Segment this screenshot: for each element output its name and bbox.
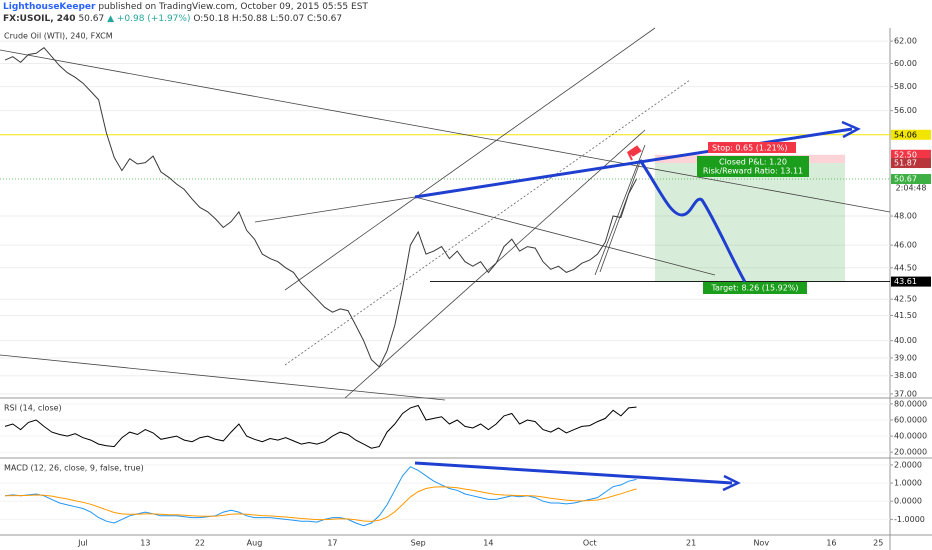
stop-label: Stop: 0.65 (1.21%) [712,144,787,153]
background [0,28,932,550]
level-label: 50.67 [894,175,917,184]
wedge-line [599,161,641,273]
arrow-head [722,474,741,492]
y-tick-label: 20.0000 [894,448,927,457]
ohlc: O:50.18 H:50.88 L:50.07 C:50.67 [193,14,343,24]
y-tick-label: 0.0000 [894,497,922,506]
x-tick-label: 22 [195,539,205,548]
level-label-box [891,149,931,160]
y-tick-label: 39.00 [894,353,917,362]
drawings [0,27,891,492]
last-price: 50.67 [78,14,105,24]
channel-line [284,27,656,291]
y-tick-label: 42.50 [894,295,917,304]
y-tick-label: 62.00 [894,37,917,46]
published: published on TradingView.com, October 09… [98,2,368,12]
annotation-boxes: Stop: 0.65 (1.21%) Closed P&L: 1.20 Risk… [697,142,926,294]
y-tick-label: -1.0000 [894,515,925,524]
series-line [4,47,637,368]
y-tick-label: 80.0000 [894,399,927,408]
y-tick-label: 40.00 [894,336,917,345]
x-tick-label: Oct [583,539,597,548]
y-tick-label: 1.0000 [894,479,922,488]
projection-path [638,159,747,283]
x-tick-label: Jul [77,539,88,548]
level-label-box [891,174,931,185]
header-line: LighthouseKeeper published on TradingVie… [3,1,368,13]
y-tick-label: 41.50 [894,311,917,320]
target-label: Target: 8.26 (15.92%) [710,284,798,293]
rr-label: Risk/Reward Ratio: 13.11 [703,167,803,176]
y-tick-label: 56.00 [894,106,917,115]
level-label: 52.50 [894,150,917,159]
y-tick-label: 60.0000 [894,415,927,424]
pane-title: RSI (14, close) [4,404,62,413]
arrow-line [414,461,733,485]
level-label-box [891,158,931,169]
series-line [4,486,637,522]
target-box [703,282,807,294]
trend-line [0,49,891,213]
x-tick-label: 21 [686,539,696,548]
y-tick-label: 60.00 [894,59,917,68]
trend-line [0,354,446,401]
trend-line [254,196,416,223]
x-tick-label: Sep [411,539,426,548]
channel-line [344,129,646,399]
level-label: 51.87 [894,159,917,168]
pane-title: Crude Oil (WTI), 240, FXCM [4,32,113,41]
wedge-line [594,144,646,276]
x-tick-label: 17 [327,539,337,548]
arrow-head [841,120,861,139]
y-tick-label: 58.00 [894,82,917,91]
flag-pole [627,151,633,161]
flag [627,145,642,157]
level-label-box [891,129,931,140]
x-tick-label: 16 [826,539,836,548]
level-label-box [891,276,931,287]
pnl-label: Closed P&L: 1.20 [719,158,787,167]
y-tick-label: 48.00 [894,212,917,221]
y-tick-label: 38.00 [894,371,917,380]
y-tick-label: 46.00 [894,241,917,250]
x-tick-label: 25 [873,539,883,548]
target-zone [655,163,845,282]
series-line [4,404,637,449]
countdown: 2:04:48 [896,184,927,193]
pnl-box [697,156,809,177]
symbol: FX:USOIL, 240 [3,14,76,24]
y-tick-label: 2.0000 [894,460,922,469]
y-tick-label: 44.50 [894,263,917,272]
header: LighthouseKeeper published on TradingVie… [3,1,368,25]
y-tick-label: 37.00 [894,389,917,398]
level-label: 43.61 [894,277,917,286]
x-tick-label: Aug [247,539,263,548]
x-tick-label: 13 [140,539,150,548]
header-line: FX:USOIL, 240 50.67 ▲ +0.98 (+1.97%) O:5… [3,13,368,25]
x-tick-label: Nov [753,539,769,548]
level-label: 54.06 [894,130,917,139]
channel-mid-line [284,79,691,366]
author[interactable]: LighthouseKeeper [3,2,96,12]
y-tick-label: 40.0000 [894,432,927,441]
stop-box [708,142,796,153]
trend-line [414,196,716,276]
series-line [4,466,637,527]
arrow-line [414,127,853,199]
change: ▲ +0.98 (+1.97%) [107,14,191,24]
x-tick-label: 14 [483,539,493,548]
pane-title: MACD (12, 26, close, 9, false, true) [4,464,144,473]
